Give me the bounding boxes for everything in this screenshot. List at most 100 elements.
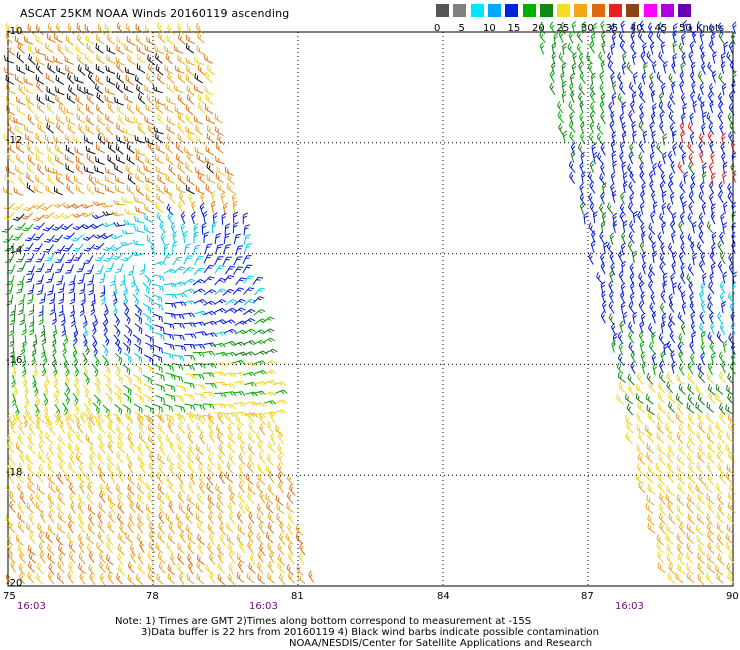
- wind-barb: [695, 484, 704, 495]
- wind-barb: [676, 402, 684, 415]
- wind-barb: [662, 133, 668, 146]
- wind-barb: [707, 442, 716, 454]
- wind-barb: [611, 80, 617, 94]
- wind-barb: [697, 363, 705, 376]
- wind-barb: [48, 443, 54, 456]
- lon-label: 75: [3, 591, 16, 602]
- wind-barb: [629, 170, 636, 184]
- wind-barb: [206, 132, 215, 144]
- wind-barb: [239, 442, 246, 455]
- wind-barb: [583, 212, 589, 225]
- wind-barb: [55, 22, 64, 35]
- wind-barb: [697, 552, 705, 564]
- wind-barb: [93, 314, 98, 327]
- wind-barb: [113, 222, 126, 227]
- wind-barb: [59, 421, 66, 434]
- wind-barb: [68, 541, 76, 553]
- wind-barb: [35, 393, 40, 407]
- wind-barb: [137, 513, 144, 526]
- wind-barb: [670, 272, 675, 286]
- wind-barb: [287, 552, 295, 565]
- wind-barb: [127, 521, 134, 534]
- wind-barb: [58, 292, 65, 305]
- wind-barb: [678, 251, 684, 265]
- wind-barb: [99, 561, 106, 574]
- wind-barb: [163, 332, 174, 341]
- wind-barb: [707, 542, 715, 555]
- pass-time: 16:03: [249, 601, 278, 612]
- wind-barb: [687, 122, 695, 135]
- wind-barb: [666, 412, 675, 424]
- wind-barb: [34, 413, 41, 427]
- wind-barb: [661, 190, 667, 203]
- wind-barb: [76, 184, 85, 195]
- wind-barb: [257, 473, 266, 485]
- wind-barb: [123, 392, 132, 404]
- wind-barb: [6, 84, 16, 95]
- wind-barb: [607, 61, 615, 74]
- wind-barb: [677, 443, 686, 456]
- wind-barb: [148, 522, 156, 535]
- wind-barb: [621, 231, 626, 245]
- wind-barb: [13, 187, 24, 196]
- wind-barb: [681, 290, 686, 304]
- wind-barb: [265, 493, 274, 505]
- wind-barb: [188, 410, 194, 424]
- wind-barb: [676, 454, 685, 466]
- wind-barb: [652, 103, 657, 116]
- wind-barb: [92, 414, 100, 427]
- wind-barb: [628, 301, 635, 314]
- wind-barb: [125, 411, 134, 424]
- wind-barb: [143, 394, 152, 404]
- wind-barb: [66, 116, 76, 126]
- wind-barb: [135, 173, 144, 184]
- wind-barb: [690, 91, 695, 104]
- wind-barb: [690, 311, 695, 324]
- wind-barb: [612, 160, 617, 173]
- wind-barb: [267, 572, 276, 584]
- wind-barb: [609, 290, 615, 304]
- wind-barb: [687, 513, 695, 525]
- wind-barb: [17, 512, 26, 524]
- wind-barb: [626, 62, 634, 75]
- wind-barb: [221, 212, 227, 225]
- wind-barb: [672, 143, 677, 156]
- wind-barb: [137, 521, 144, 534]
- wind-barb: [219, 533, 226, 546]
- wind-barb: [635, 393, 644, 404]
- wind-barb: [114, 324, 121, 337]
- wind-barb: [610, 322, 616, 336]
- wind-barb: [85, 64, 94, 75]
- wind-barb: [61, 324, 67, 337]
- wind-barb: [215, 142, 224, 154]
- wind-barb: [65, 173, 74, 185]
- wind-barb: [197, 533, 205, 546]
- wind-barb: [561, 80, 567, 94]
- wind-barb: [55, 155, 64, 166]
- wind-barb: [77, 273, 85, 285]
- wind-barb: [193, 267, 205, 276]
- wind-barb: [155, 383, 165, 392]
- wind-barb: [636, 424, 645, 435]
- wind-barb: [217, 573, 225, 586]
- wind-barb: [637, 82, 644, 95]
- wind-barb: [216, 543, 225, 556]
- wind-barb: [704, 482, 713, 494]
- wind-barb: [698, 231, 705, 244]
- wind-barb: [154, 45, 165, 55]
- wind-barb: [196, 45, 206, 56]
- wind-barb: [102, 344, 109, 357]
- wind-barb: [62, 342, 67, 356]
- wind-barb: [722, 221, 728, 235]
- wind-barb: [707, 61, 714, 74]
- wind-barb: [589, 202, 596, 215]
- wind-barb: [169, 441, 176, 454]
- wind-barb: [98, 521, 105, 534]
- wind-barb: [186, 65, 195, 76]
- wind-barb: [153, 364, 163, 373]
- wind-barb: [16, 96, 26, 106]
- wind-barb: [47, 33, 56, 44]
- wind-barb: [186, 175, 195, 186]
- wind-barb: [42, 212, 55, 219]
- lat-label: -18: [6, 467, 23, 478]
